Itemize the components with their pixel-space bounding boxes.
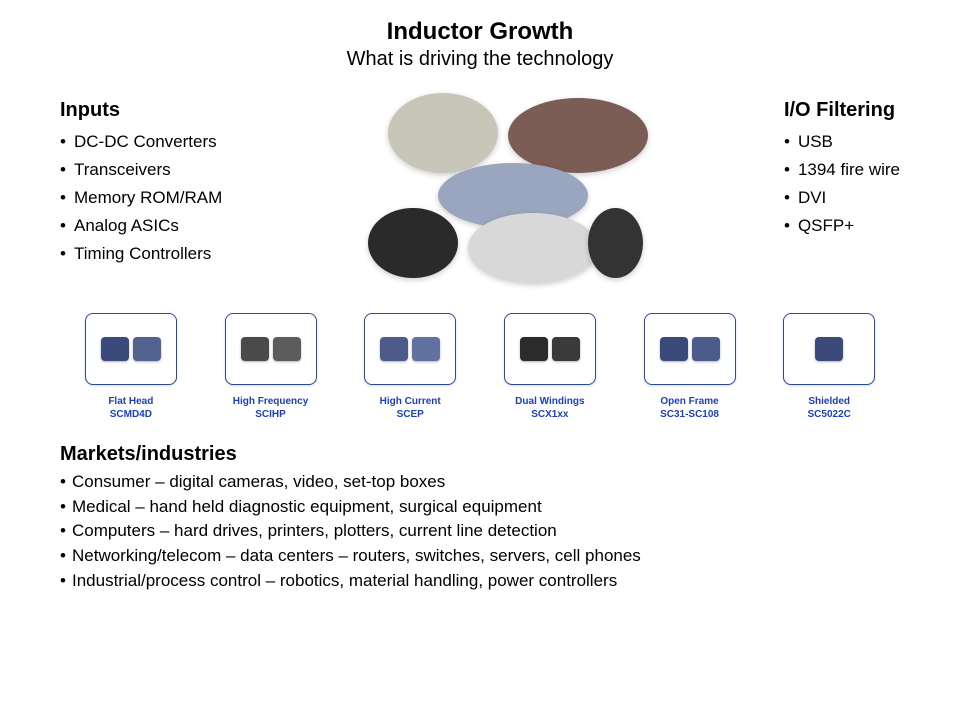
product-name: Flat Head	[108, 395, 153, 408]
inductor-icon	[101, 337, 129, 361]
markets-item: Networking/telecom – data centers – rout…	[60, 544, 900, 569]
product-code: SCMD4D	[108, 408, 153, 421]
product-item: ShieldedSC5022C	[768, 313, 890, 421]
collage-blob	[388, 93, 498, 173]
markets-list: Consumer – digital cameras, video, set-t…	[60, 470, 900, 593]
collage-blob	[468, 213, 598, 283]
inputs-item: Analog ASICs	[60, 212, 222, 240]
product-label: High CurrentSCEP	[380, 395, 441, 421]
page-title: Inductor Growth	[0, 18, 960, 46]
inputs-list: DC-DC ConvertersTransceiversMemory ROM/R…	[60, 128, 222, 268]
inputs-item: Timing Controllers	[60, 240, 222, 268]
product-code: SCIHP	[233, 408, 309, 421]
product-label: High FrequencySCIHP	[233, 395, 309, 421]
product-image-box	[644, 313, 736, 385]
product-item: Open FrameSC31-SC108	[629, 313, 751, 421]
markets-section: Markets/industries Consumer – digital ca…	[0, 421, 960, 593]
inductor-icon	[692, 337, 720, 361]
collage-blob	[368, 208, 458, 278]
inductor-icon	[815, 337, 843, 361]
product-name: High Current	[380, 395, 441, 408]
product-row: Flat HeadSCMD4D High FrequencySCIHP High C…	[0, 283, 960, 421]
inductor-icon	[241, 337, 269, 361]
product-item: Dual WindingsSCX1xx	[489, 313, 611, 421]
product-code: SCEP	[380, 408, 441, 421]
product-image-box	[85, 313, 177, 385]
product-image-box	[364, 313, 456, 385]
product-code: SC5022C	[808, 408, 851, 421]
inductor-icon	[412, 337, 440, 361]
product-label: Flat HeadSCMD4D	[108, 395, 153, 421]
product-name: Open Frame	[660, 395, 719, 408]
markets-item: Consumer – digital cameras, video, set-t…	[60, 470, 900, 495]
product-name: High Frequency	[233, 395, 309, 408]
product-code: SCX1xx	[515, 408, 584, 421]
inductor-icon	[552, 337, 580, 361]
product-code: SC31-SC108	[660, 408, 719, 421]
inductor-icon	[133, 337, 161, 361]
product-image-box	[504, 313, 596, 385]
markets-item: Industrial/process control – robotics, m…	[60, 569, 900, 594]
markets-item: Computers – hard drives, printers, plott…	[60, 519, 900, 544]
io-filtering-heading: I/O Filtering	[784, 99, 900, 122]
markets-item: Medical – hand held diagnostic equipment…	[60, 495, 900, 520]
io-filtering-section: I/O Filtering USB1394 fire wireDVIQSFP+	[784, 99, 900, 283]
product-name: Shielded	[808, 395, 851, 408]
product-item: High CurrentSCEP	[349, 313, 471, 421]
product-name: Dual Windings	[515, 395, 584, 408]
page-subtitle: What is driving the technology	[0, 48, 960, 71]
io-filtering-item: USB	[784, 128, 900, 156]
inputs-section: Inputs DC-DC ConvertersTransceiversMemor…	[60, 99, 222, 283]
center-collage	[358, 93, 648, 283]
io-filtering-item: DVI	[784, 184, 900, 212]
product-image-box	[783, 313, 875, 385]
inductor-icon	[273, 337, 301, 361]
markets-heading: Markets/industries	[60, 443, 900, 466]
product-label: Dual WindingsSCX1xx	[515, 395, 584, 421]
product-label: ShieldedSC5022C	[808, 395, 851, 421]
inputs-item: Transceivers	[60, 156, 222, 184]
io-filtering-item: 1394 fire wire	[784, 156, 900, 184]
inductor-icon	[660, 337, 688, 361]
inputs-item: Memory ROM/RAM	[60, 184, 222, 212]
inductor-icon	[380, 337, 408, 361]
io-filtering-list: USB1394 fire wireDVIQSFP+	[784, 128, 900, 240]
product-item: Flat HeadSCMD4D	[70, 313, 192, 421]
product-image-box	[225, 313, 317, 385]
product-label: Open FrameSC31-SC108	[660, 395, 719, 421]
io-filtering-item: QSFP+	[784, 212, 900, 240]
product-item: High FrequencySCIHP	[210, 313, 332, 421]
collage-blob	[508, 98, 648, 173]
collage-blob	[588, 208, 643, 278]
inputs-item: DC-DC Converters	[60, 128, 222, 156]
inputs-heading: Inputs	[60, 99, 222, 122]
inductor-icon	[520, 337, 548, 361]
